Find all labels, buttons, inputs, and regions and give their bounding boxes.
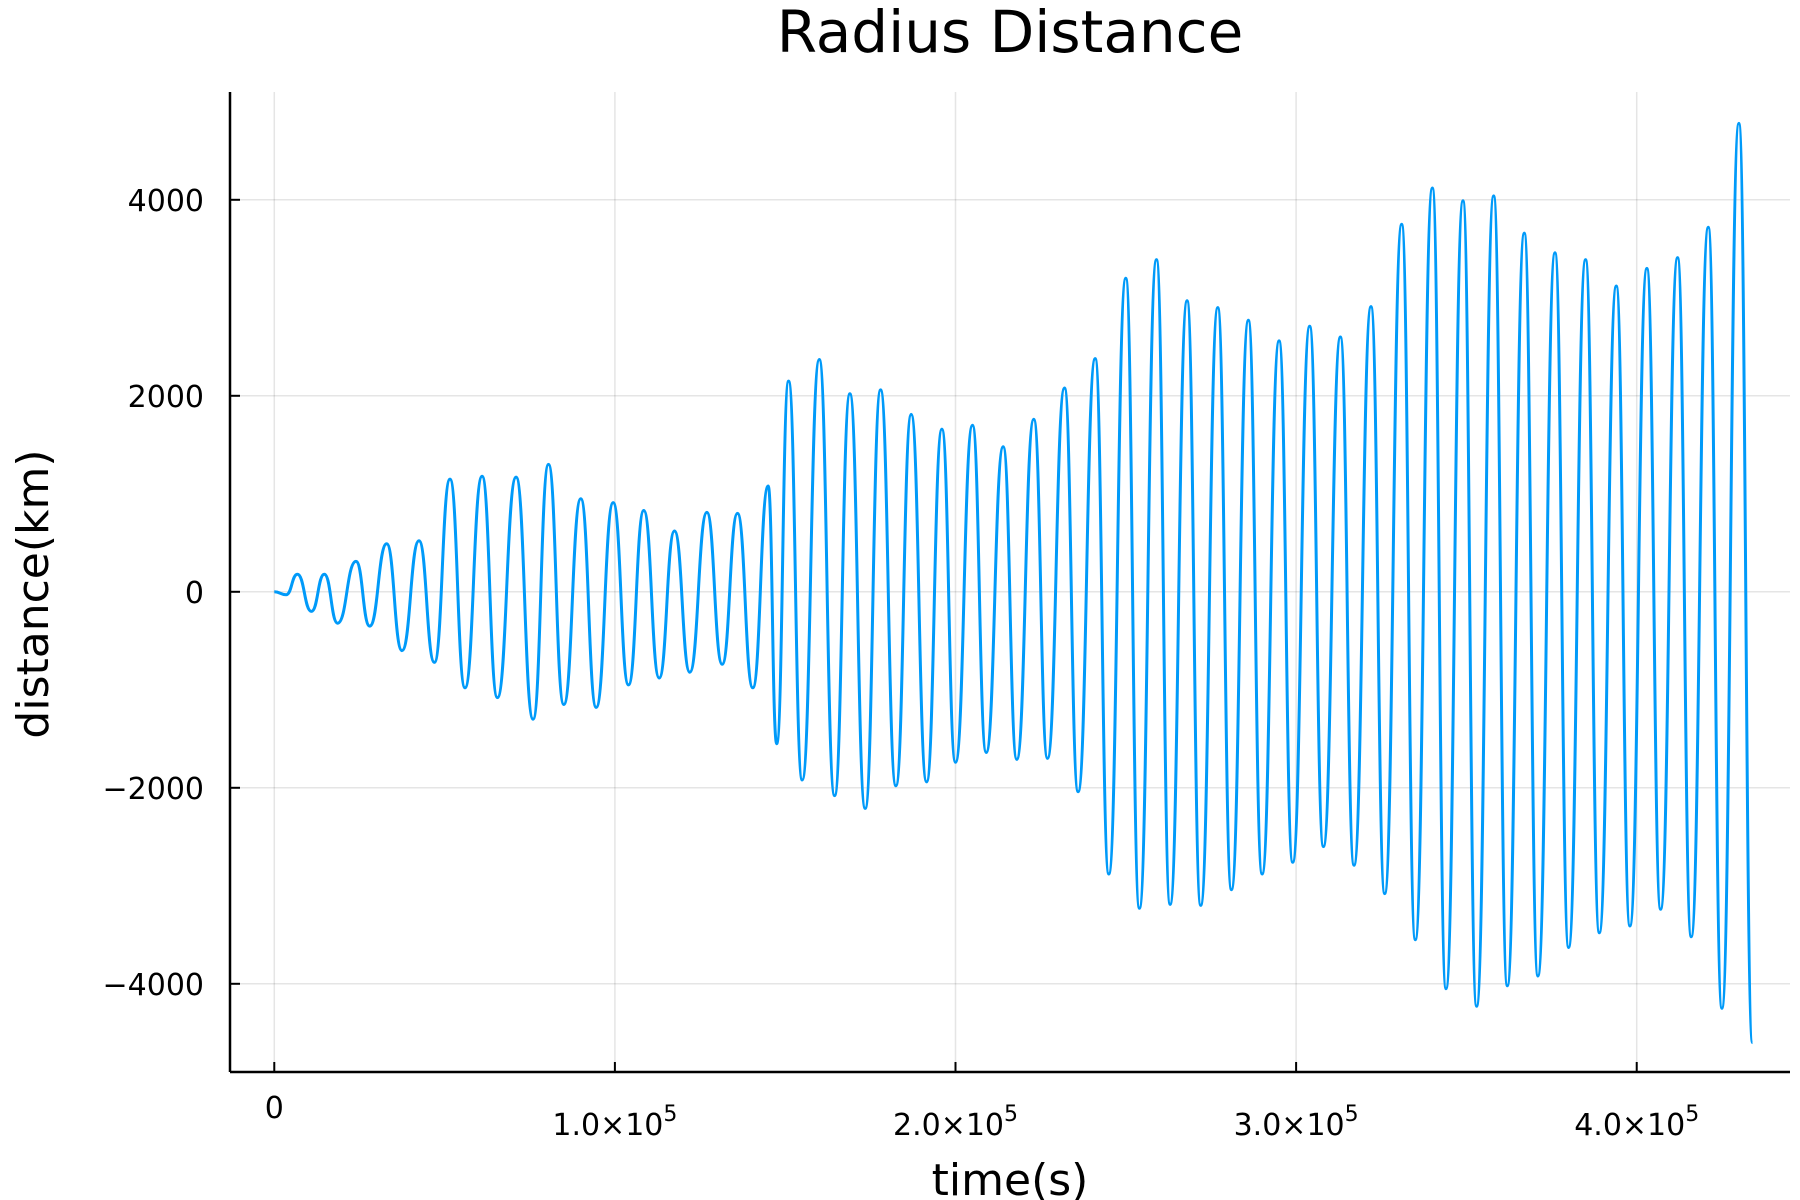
x-tick-label-2: 2.0×105 xyxy=(893,1102,1018,1143)
x-tick-label-0: 0 xyxy=(265,1091,284,1126)
y-tick-label-1: 2000 xyxy=(128,380,204,415)
x-axis-label: time(s) xyxy=(932,1155,1089,1200)
y-tick-label-0: 4000 xyxy=(128,184,204,219)
x-tick-label-4: 4.0×105 xyxy=(1574,1102,1699,1143)
y-tick-label-3: −2000 xyxy=(103,772,204,807)
series-line xyxy=(274,121,1754,1045)
y-axis-ticks: 4000 2000 0 −2000 −4000 xyxy=(103,184,240,1003)
y-axis-label: distance(km) xyxy=(8,449,59,738)
x-tick-label-3: 3.0×105 xyxy=(1234,1102,1359,1143)
chart-title: Radius Distance xyxy=(777,0,1244,66)
x-tick-label-1: 1.0×105 xyxy=(552,1102,677,1143)
axes xyxy=(228,92,1790,1074)
y-tick-label-2: 0 xyxy=(185,576,204,611)
y-tick-label-4: −4000 xyxy=(103,968,204,1003)
x-axis-ticks: 0 1.0×105 2.0×105 3.0×105 4.0×105 xyxy=(265,1062,1699,1143)
